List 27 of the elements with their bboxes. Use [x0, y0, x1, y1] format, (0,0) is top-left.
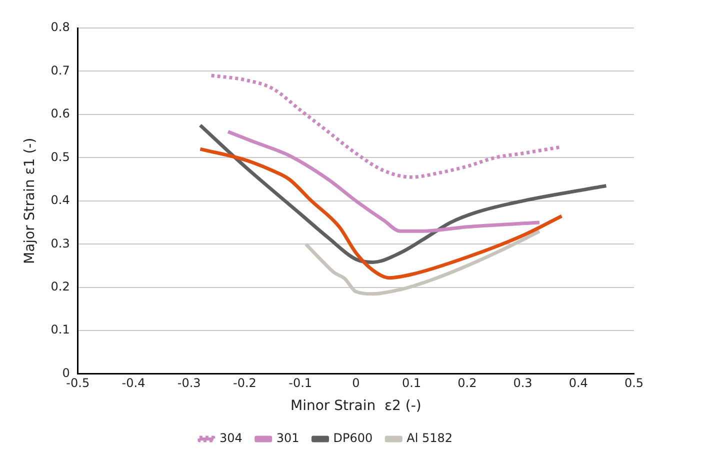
- x-tick-label: 0.2: [458, 376, 477, 390]
- x-tick-label: 0: [352, 376, 360, 390]
- legend-label: Al 5182: [406, 431, 453, 446]
- y-tick-label: 0.3: [50, 236, 70, 250]
- x-axis-title: Minor Strain ε2 (-): [290, 398, 422, 414]
- x-tick-label: 0.3: [513, 376, 532, 390]
- line-series: [198, 124, 608, 264]
- x-tick-label: 0.1: [402, 376, 422, 390]
- line-series: [198, 147, 564, 280]
- y-tick-label: 0.7: [50, 63, 70, 78]
- y-tick-label: 0.5: [50, 150, 70, 164]
- y-tick-label: 0.1: [50, 322, 70, 337]
- y-tick-label: 0.2: [50, 279, 70, 294]
- legend-label: DP600: [333, 431, 373, 446]
- x-tick-label: 0.5: [624, 376, 644, 390]
- legend-label: 304: [219, 431, 242, 446]
- legend-label: 301: [276, 431, 300, 446]
- x-tick-label: -0.3: [177, 376, 201, 390]
- y-tick-label: 0.6: [50, 106, 70, 121]
- x-tick-label: -0.4: [122, 376, 146, 390]
- x-tick-label: -0.1: [288, 376, 312, 390]
- y-tick-label: 0.8: [50, 20, 70, 34]
- x-tick-label: -0.2: [233, 376, 256, 390]
- line-series: [226, 130, 542, 233]
- x-tick-label: 0.4: [568, 376, 588, 390]
- y-axis-title: Major Strain ε1 (-): [22, 138, 38, 264]
- y-tick-label: 0.4: [50, 193, 70, 208]
